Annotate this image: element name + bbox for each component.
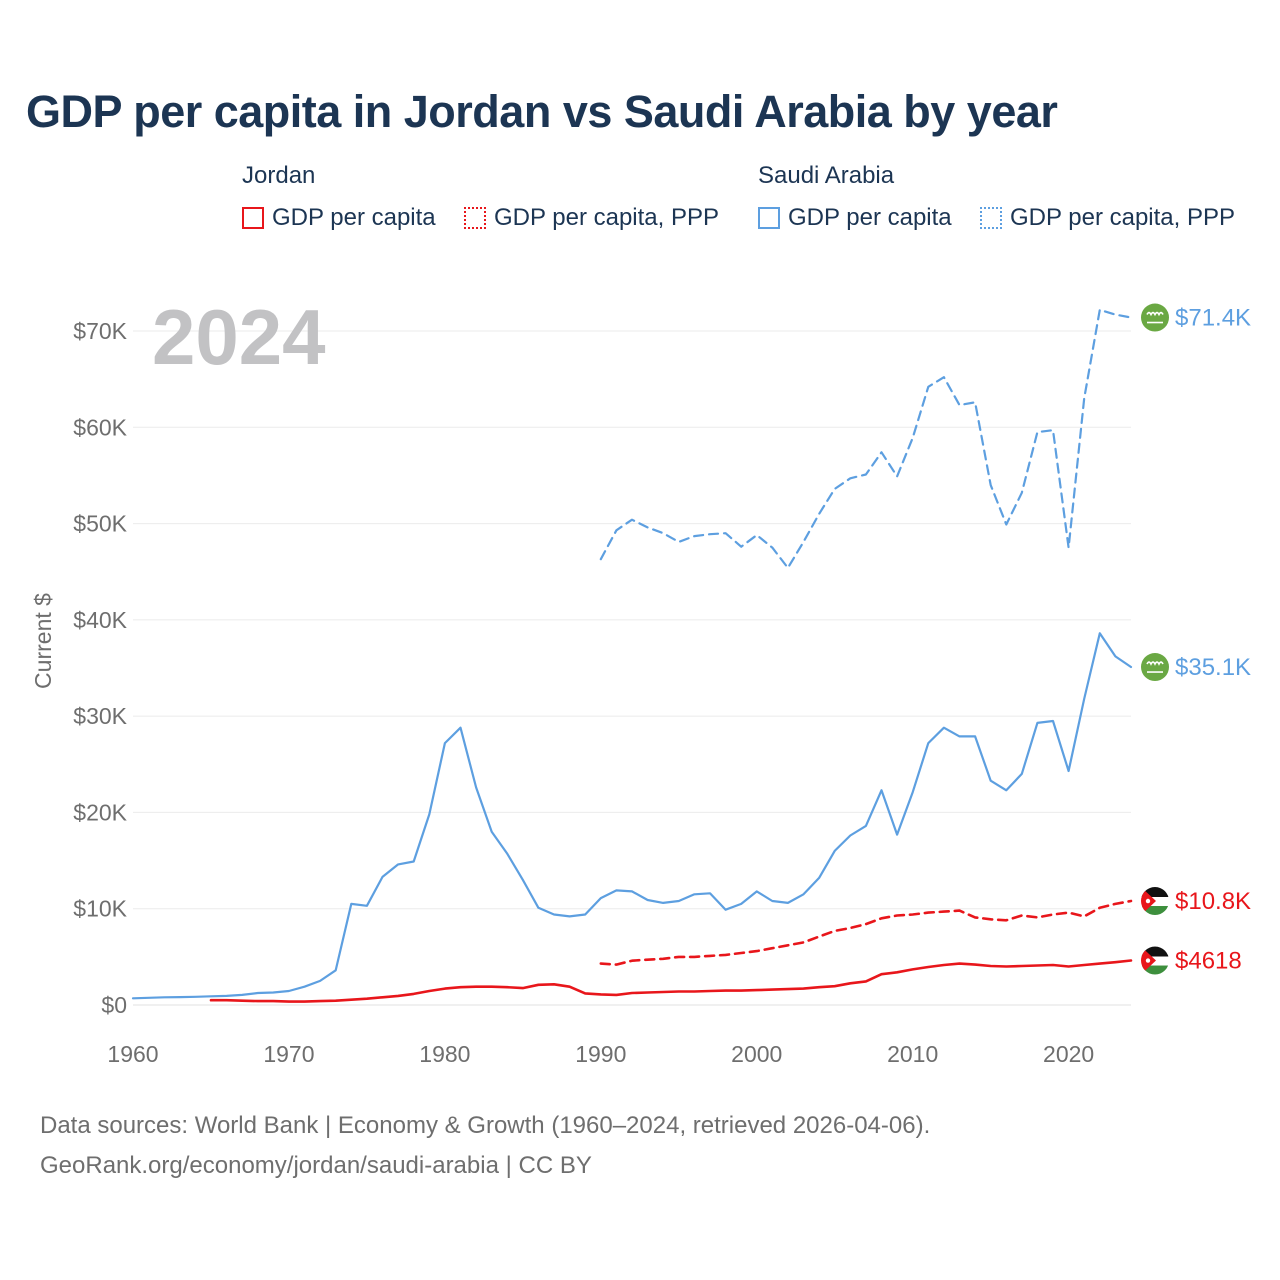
end-value-label: $35.1K <box>1175 654 1251 681</box>
x-tick-label: 2020 <box>1043 1041 1094 1067</box>
flag-star <box>1145 898 1151 904</box>
x-tick-label: 2010 <box>887 1041 938 1067</box>
saudi-arabia-flag-icon <box>1141 653 1169 682</box>
y-tick-label: $0 <box>101 992 127 1018</box>
y-axis-title: Current $ <box>30 593 56 689</box>
flag-script-mark <box>1146 661 1164 666</box>
legend-item-label: GDP per capita <box>272 204 436 231</box>
footer-link: GeoRank.org/economy/jordan/saudi-arabia … <box>40 1152 592 1179</box>
y-tick-label: $40K <box>73 607 127 633</box>
footer-source: Data sources: World Bank | Economy & Gro… <box>40 1112 931 1139</box>
series-line-saudi-arabia-gdp-per-capita[interactable] <box>131 632 1133 1000</box>
legend-item-saudi-gdp[interactable]: GDP per capita <box>758 204 952 232</box>
series-line-saudi-arabia-gdp-per-capita-ppp[interactable] <box>599 308 1133 570</box>
end-value-label: $10.8K <box>1175 888 1251 915</box>
legend-item-label: GDP per capita <box>788 204 952 231</box>
end-value-label: $4618 <box>1175 948 1242 975</box>
y-tick-label: $70K <box>73 318 127 344</box>
y-tick-label: $50K <box>73 511 127 537</box>
legend-swatch-solid <box>242 207 264 229</box>
series-line-jordan-gdp-per-capita[interactable] <box>209 959 1133 1003</box>
x-tick-label: 1980 <box>419 1041 470 1067</box>
legend-swatch-dotted <box>464 207 486 229</box>
chart-title: GDP per capita in Jordan vs Saudi Arabia… <box>26 86 1058 137</box>
legend-item-jordan-gdp[interactable]: GDP per capita <box>242 204 436 232</box>
y-tick-label: $30K <box>73 703 127 729</box>
x-tick-label: 2000 <box>731 1041 782 1067</box>
jordan-flag-icon <box>1141 887 1169 898</box>
y-tick-label: $10K <box>73 896 127 922</box>
y-tick-label: $20K <box>73 799 127 825</box>
legend-item-label: GDP per capita, PPP <box>494 204 719 231</box>
series-line-jordan-gdp-per-capita-ppp[interactable] <box>599 899 1133 966</box>
legend-group-saudi-arabia: Saudi Arabia <box>758 162 895 189</box>
year-watermark: 2024 <box>152 293 326 381</box>
legend-group-jordan: Jordan <box>242 162 316 189</box>
x-tick-label: 1960 <box>107 1041 158 1067</box>
x-tick-label: 1990 <box>575 1041 626 1067</box>
legend-item-saudi-gdp-ppp[interactable]: GDP per capita, PPP <box>980 204 1235 232</box>
footer: Data sources: World Bank | Economy & Gro… <box>40 1106 930 1186</box>
jordan-flag-icon <box>1141 946 1169 957</box>
legend-item-label: GDP per capita, PPP <box>1010 204 1235 231</box>
end-value-label: $71.4K <box>1175 305 1251 332</box>
flag-star <box>1145 958 1151 963</box>
flag-script-mark <box>1146 311 1164 317</box>
legend-swatch-solid <box>758 207 780 229</box>
legend-item-jordan-gdp-ppp[interactable]: GDP per capita, PPP <box>464 204 719 232</box>
flag-stripe-green <box>1141 906 1169 916</box>
y-tick-label: $60K <box>73 414 127 440</box>
saudi-arabia-flag-icon <box>1141 303 1169 332</box>
flag-stripe-green <box>1141 965 1169 975</box>
legend-swatch-dotted <box>980 207 1002 229</box>
x-tick-label: 1970 <box>263 1041 314 1067</box>
